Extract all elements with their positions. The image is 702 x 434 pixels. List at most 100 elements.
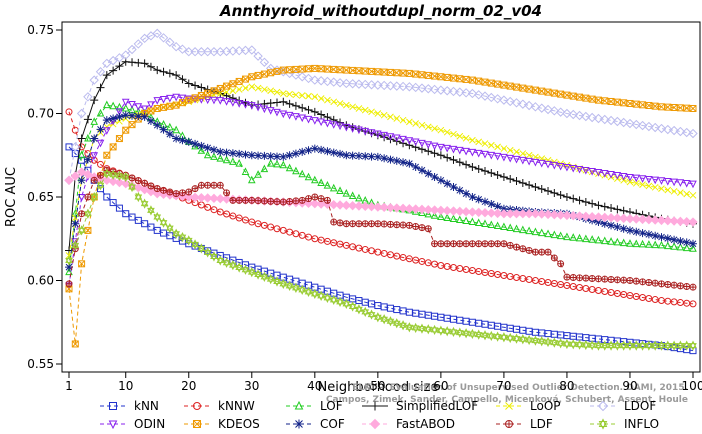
data-point (620, 276, 628, 284)
data-point (291, 70, 301, 80)
data-point (76, 108, 87, 119)
data-point (581, 111, 591, 122)
data-point (134, 58, 143, 67)
x-tick-label: 30 (244, 379, 259, 393)
data-point (273, 159, 281, 168)
data-point (682, 340, 691, 351)
data-point (102, 175, 112, 186)
data-point (651, 279, 659, 287)
data-point (361, 306, 370, 318)
data-point (223, 82, 231, 90)
data-point (190, 47, 200, 57)
data-point (159, 67, 168, 76)
data-point (556, 190, 565, 199)
data-point (625, 214, 635, 224)
data-point (424, 225, 432, 233)
data-point (317, 118, 325, 127)
data-point (569, 194, 578, 203)
data-point (638, 175, 647, 183)
data-point (266, 107, 275, 115)
data-point (203, 96, 212, 105)
data-point (632, 179, 640, 187)
data-point (147, 205, 155, 216)
data-point (89, 75, 99, 85)
data-point (474, 218, 483, 227)
data-point (462, 216, 470, 225)
data-point (311, 288, 319, 299)
data-point (71, 214, 79, 222)
data-point (184, 79, 193, 88)
data-point (645, 279, 653, 287)
data-point (487, 151, 496, 160)
data-point (593, 212, 604, 222)
data-point (594, 218, 603, 227)
data-point (505, 420, 513, 428)
data-point (506, 332, 515, 344)
legend-label: KDEOS (218, 417, 260, 431)
data-point (398, 203, 408, 214)
data-point (228, 94, 237, 103)
data-point (70, 142, 81, 152)
data-point (468, 217, 477, 226)
data-point (468, 148, 477, 157)
data-point (613, 205, 622, 214)
data-point (369, 418, 381, 430)
data-point (279, 198, 287, 206)
data-point (582, 339, 590, 351)
data-point (525, 334, 533, 346)
data-point (462, 160, 471, 169)
data-point (429, 205, 440, 215)
data-point (121, 111, 130, 120)
data-point (304, 286, 313, 297)
data-point (467, 88, 478, 99)
data-point (305, 195, 313, 203)
data-point (210, 181, 218, 189)
data-point (651, 176, 659, 185)
data-point (600, 340, 609, 351)
data-point (519, 245, 527, 253)
data-point (247, 45, 257, 55)
data-point (644, 121, 654, 132)
data-point (424, 123, 432, 131)
data-point (632, 174, 641, 183)
data-point (172, 93, 180, 102)
legend-entry-lof: LOF (286, 399, 343, 413)
data-point (385, 202, 396, 213)
data-point (525, 226, 533, 235)
data-point (386, 316, 395, 327)
data-point (467, 207, 478, 217)
data-point (424, 141, 433, 149)
data-point (555, 210, 566, 220)
data-point (461, 88, 471, 98)
y-tick-label: 0.70 (27, 107, 54, 121)
data-point (550, 337, 559, 348)
data-point (626, 178, 634, 186)
data-point (657, 340, 666, 351)
data-point (569, 164, 578, 173)
data-point (229, 80, 237, 88)
data-point (304, 172, 313, 181)
data-point (437, 240, 445, 248)
data-point (506, 174, 515, 183)
data-point (392, 203, 402, 213)
data-point (310, 75, 320, 85)
data-point (418, 139, 426, 148)
data-point (115, 170, 124, 181)
data-point (374, 312, 382, 323)
legend-label: kNN (134, 399, 159, 413)
data-point (689, 244, 697, 252)
data-point (688, 128, 698, 139)
data-point (429, 84, 440, 95)
data-point (537, 209, 547, 219)
data-point (424, 209, 433, 218)
data-point (165, 37, 175, 47)
data-point (532, 153, 539, 161)
data-point (600, 212, 610, 223)
data-point (556, 231, 565, 240)
data-point (248, 196, 256, 204)
data-point (348, 301, 357, 312)
data-point (347, 200, 358, 211)
data-point (103, 127, 111, 135)
data-point (537, 159, 546, 168)
data-point (102, 116, 111, 125)
